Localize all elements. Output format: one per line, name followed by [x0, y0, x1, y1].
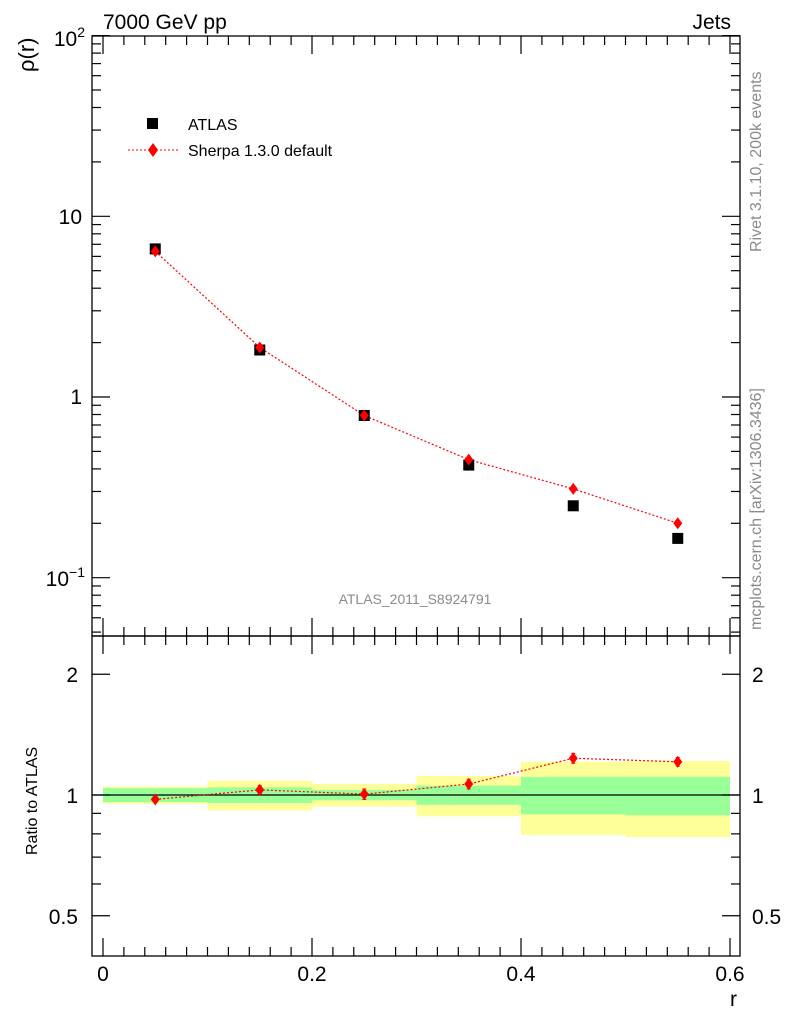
mcplots-reference-label: mcplots.cern.ch [arXiv:1306.3436] — [748, 388, 765, 630]
main-ytick-label-0.1: 10−1 — [46, 564, 86, 591]
sherpa-line — [154, 250, 678, 524]
mc-series-line — [154, 250, 678, 524]
ratio-panel: 2 1 0.5 2 1 0.5 0 0.2 0.4 0.6 r Ratio to… — [24, 635, 781, 1011]
legend: ATLAS Sherpa 1.3.0 default — [128, 117, 333, 160]
sherpa-point — [359, 409, 369, 422]
sherpa-point — [150, 245, 160, 258]
main-panel: 10−1 1 10 102 ρ(r) ATLAS_2011_S8924791 A… — [14, 24, 741, 637]
ratio-y-axis-label: Ratio to ATLAS — [24, 747, 41, 855]
legend-sherpa-marker — [148, 143, 158, 157]
main-ytick-label-1: 1 — [70, 386, 82, 409]
sherpa-point — [568, 482, 578, 495]
x-axis-label: r — [730, 988, 737, 1011]
ratio-ytick-label-2-right: 2 — [752, 664, 764, 687]
ratio-band-inner — [625, 776, 730, 816]
main-ytick-label-100: 102 — [54, 24, 85, 51]
ratio-sherpa-point — [568, 752, 578, 765]
ratio-uncertainty-bands — [103, 761, 730, 838]
ratio-sherpa-point — [359, 788, 369, 801]
header-right: Jets — [692, 11, 731, 34]
legend-atlas-label: ATLAS — [188, 117, 238, 134]
atlas-point — [567, 500, 579, 512]
main-ytick-label-10: 10 — [59, 206, 82, 229]
ratio-ytick-label-1-left: 1 — [66, 785, 78, 808]
ratio-ytick-label-0.5-left: 0.5 — [49, 906, 78, 929]
legend-atlas-marker — [147, 118, 158, 129]
ratio-mc-series — [150, 752, 683, 806]
ratio-sherpa-point — [673, 755, 683, 768]
xtick-label-0.6: 0.6 — [715, 963, 744, 986]
ratio-y-ticks — [92, 673, 740, 917]
legend-sherpa-label: Sherpa 1.3.0 default — [188, 143, 333, 160]
ratio-sherpa-point — [464, 778, 474, 791]
main-y-ticks — [92, 34, 740, 633]
sherpa-point — [464, 453, 474, 466]
main-x-ticks — [102, 36, 731, 636]
rivet-version-label: Rivet 3.1.10, 200k events — [748, 71, 765, 252]
main-y-axis-label: ρ(r) — [14, 38, 39, 73]
xtick-label-0.4: 0.4 — [506, 963, 536, 986]
ratio-sherpa-point — [255, 783, 265, 796]
main-data-points — [149, 243, 684, 544]
analysis-watermark: ATLAS_2011_S8924791 — [339, 591, 492, 607]
ratio-ytick-label-0.5-right: 0.5 — [752, 906, 781, 929]
ratio-ytick-label-1-right: 1 — [752, 785, 764, 808]
sherpa-point — [255, 341, 265, 354]
sherpa-point — [673, 517, 683, 530]
ratio-x-ticks — [102, 636, 731, 956]
xtick-label-0.2: 0.2 — [297, 963, 326, 986]
header-left: 7000 GeV pp — [103, 11, 227, 34]
ratio-ytick-label-2-left: 2 — [66, 664, 78, 687]
xtick-label-0: 0 — [97, 963, 109, 986]
atlas-point — [672, 532, 684, 544]
ratio-sherpa-point — [150, 793, 160, 806]
